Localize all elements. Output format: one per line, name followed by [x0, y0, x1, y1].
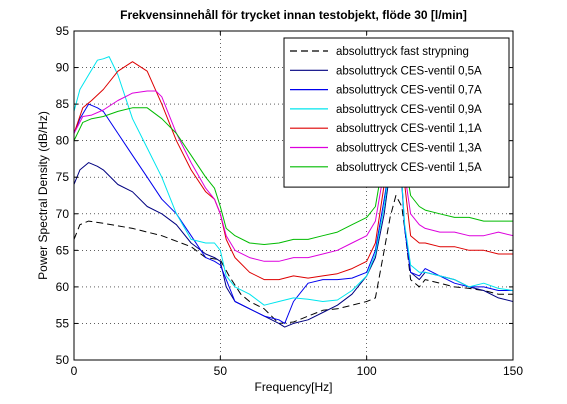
- series-line-7: [74, 103, 513, 245]
- legend-entry: absoluttryck CES-ventil 1,5A: [290, 162, 482, 174]
- x-tick-label: 100: [357, 364, 377, 378]
- legend: absoluttryck fast strypning absoluttryck …: [283, 37, 510, 188]
- x-tick-label: 0: [71, 364, 78, 378]
- x-axis-title: Frequency[Hz]: [254, 380, 332, 394]
- chart-title: Frekvensinnehåll för trycket innan testo…: [120, 8, 467, 22]
- legend-entry: absoluttryck fast strypning: [290, 46, 469, 58]
- y-tick-label: 95: [56, 24, 70, 38]
- y-tick-label: 50: [56, 353, 70, 367]
- series-line-4: [74, 56, 513, 306]
- series-line-3: [74, 103, 513, 324]
- legend-items: absoluttryck fast strypning absoluttryck …: [290, 46, 482, 174]
- legend-label: absoluttryck fast strypning: [336, 46, 469, 58]
- x-tick-label: 50: [214, 364, 228, 378]
- legend-label: absoluttryck CES-ventil 1,3A: [336, 143, 482, 155]
- series-line-1: [74, 195, 513, 324]
- grid-lines: [74, 31, 513, 360]
- y-tick-label: 75: [56, 170, 70, 184]
- y-tick-label: 85: [56, 97, 70, 111]
- y-tick-label: 80: [56, 134, 70, 148]
- y-tick-label: 60: [56, 280, 70, 294]
- series-line-6: [74, 90, 513, 262]
- legend-label: absoluttryck CES-ventil 1,5A: [336, 162, 482, 174]
- y-tick-label: 90: [56, 61, 70, 75]
- legend-box: [283, 37, 510, 188]
- legend-label: absoluttryck CES-ventil 0,9A: [336, 104, 482, 116]
- series-line-2: [74, 162, 513, 328]
- legend-entry: absoluttryck CES-ventil 0,7A: [290, 85, 482, 97]
- y-tick-label: 55: [56, 316, 70, 330]
- legend-entry: absoluttryck CES-ventil 1,1A: [290, 123, 482, 135]
- legend-label: absoluttryck CES-ventil 0,7A: [336, 85, 482, 97]
- y-tick-label: 65: [56, 243, 70, 257]
- legend-label: absoluttryck CES-ventil 1,1A: [336, 123, 482, 135]
- legend-entry: absoluttryck CES-ventil 1,3A: [290, 143, 482, 155]
- legend-label: absoluttryck CES-ventil 0,5A: [336, 65, 482, 77]
- x-tick-label: 150: [503, 364, 523, 378]
- series-lines: [74, 56, 513, 328]
- plot-frame: [73, 30, 514, 361]
- legend-entry: absoluttryck CES-ventil 0,9A: [290, 104, 482, 116]
- legend-entry: absoluttryck CES-ventil 0,5A: [290, 65, 482, 77]
- y-tick-label: 70: [56, 207, 70, 221]
- series-line-5: [74, 61, 513, 281]
- y-axis-title: Power Spectral Density (dB/Hz): [36, 111, 50, 280]
